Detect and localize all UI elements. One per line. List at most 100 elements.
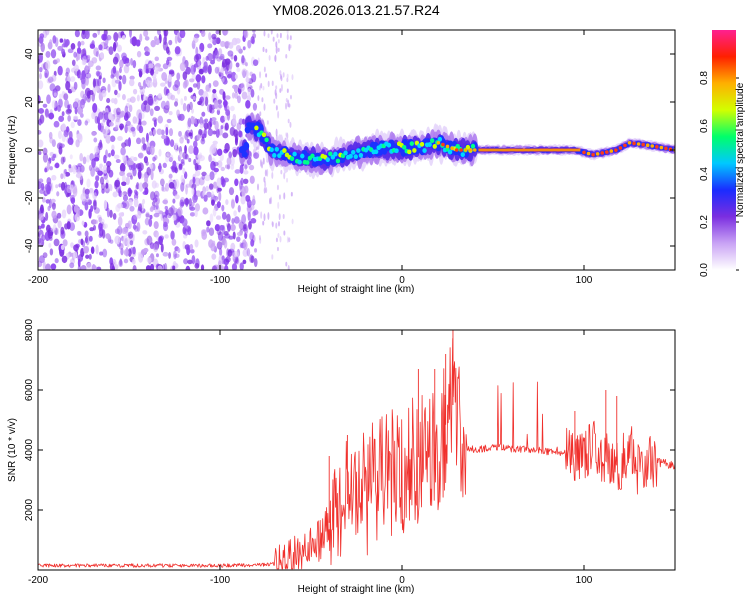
noise-speck: [285, 53, 288, 59]
noise-speck: [147, 95, 154, 106]
noise-speck: [42, 260, 46, 270]
noise-speck: [168, 154, 174, 163]
noise-speck: [93, 219, 99, 225]
snr-x-tick-label: 100: [576, 575, 593, 586]
ridge-blob: [386, 142, 392, 148]
noise-speck: [192, 116, 196, 124]
noise-speck: [137, 169, 142, 180]
noise-speck: [209, 103, 213, 114]
colorbar-ticks: 0.0 0.2 0.4 0.6 0.8: [699, 71, 739, 277]
noise-speck: [117, 135, 123, 142]
noise-speck: [178, 163, 183, 169]
noise-speck: [163, 30, 169, 37]
noise-speck: [232, 148, 238, 158]
ridge-peak: [604, 150, 609, 154]
noise-speck: [226, 164, 231, 170]
noise-speck: [189, 206, 196, 211]
ridge-peak: [468, 148, 473, 152]
noise-speck: [61, 111, 65, 117]
noise-speck: [165, 100, 170, 108]
ridge-blob: [409, 141, 415, 146]
noise-speck: [103, 199, 108, 210]
noise-speck: [182, 167, 186, 174]
noise-speck: [82, 156, 87, 165]
noise-speck: [275, 237, 278, 243]
ridge-blob: [447, 149, 453, 155]
noise-speck: [109, 262, 115, 270]
noise-speck: [289, 121, 292, 128]
noise-speck: [290, 191, 293, 197]
noise-speck: [50, 198, 56, 203]
noise-speck: [211, 117, 217, 122]
ridge-blob: [427, 142, 432, 147]
noise-speck: [252, 194, 256, 205]
noise-speck: [103, 112, 110, 121]
noise-speck: [46, 94, 51, 105]
noise-speck: [203, 61, 208, 71]
noise-speck: [72, 164, 77, 175]
noise-speck: [173, 250, 177, 260]
noise-speck: [282, 72, 285, 78]
noise-speck: [105, 233, 111, 240]
noise-speck: [179, 136, 184, 144]
noise-speck: [271, 80, 274, 87]
noise-speck: [220, 66, 224, 77]
noise-speck: [111, 77, 117, 88]
noise-speck: [76, 53, 81, 61]
noise-speck: [245, 77, 250, 83]
noise-speck: [123, 248, 129, 257]
noise-speck: [61, 123, 67, 132]
noise-speck: [132, 246, 136, 255]
noise-speck: [225, 199, 229, 206]
noise-speck: [47, 76, 54, 83]
noise-speck: [38, 225, 42, 230]
noise-speck: [210, 242, 216, 252]
noise-speck: [230, 156, 235, 166]
noise-speck: [77, 264, 82, 270]
snr-y-tick-label: 2000: [24, 498, 35, 521]
noise-speck: [121, 174, 126, 183]
noise-speck: [189, 249, 195, 254]
noise-speck: [45, 263, 51, 270]
noise-speck: [214, 120, 219, 131]
noise-speck: [39, 114, 45, 124]
noise-speck: [38, 80, 44, 90]
noise-speck: [153, 128, 157, 136]
noise-speck: [252, 30, 256, 33]
noise-speck: [93, 188, 99, 197]
noise-speck: [226, 73, 232, 79]
ridge-blob: [254, 125, 259, 131]
noise-speck: [153, 35, 158, 42]
noise-speck: [286, 34, 289, 41]
noise-speck: [188, 157, 192, 163]
ridge-blob: [272, 153, 277, 158]
noise-speck: [165, 209, 169, 216]
noise-speck: [238, 219, 243, 229]
noise-speck: [278, 194, 281, 200]
noise-speck: [258, 235, 261, 241]
ridge-blob: [358, 152, 364, 158]
noise-speck: [120, 247, 124, 256]
noise-speck: [287, 264, 290, 270]
ridge-peak: [450, 146, 454, 150]
noise-speck: [116, 225, 123, 235]
noise-speck: [45, 60, 51, 70]
noise-speck: [151, 180, 157, 189]
noise-speck: [168, 252, 171, 259]
noise-speck: [129, 156, 135, 161]
noise-speck: [200, 264, 205, 270]
spectrogram-y-label: Frequency (Hz): [7, 116, 18, 185]
noise-speck: [211, 191, 215, 198]
noise-speck: [106, 34, 112, 41]
noise-speck: [239, 262, 244, 270]
noise-speck: [165, 137, 171, 146]
noise-speck: [97, 142, 103, 151]
noise-speck: [137, 210, 142, 219]
noise-speck: [241, 55, 245, 64]
noise-speck: [262, 86, 265, 91]
noise-speck: [220, 125, 224, 130]
noise-speck: [92, 103, 98, 113]
noise-speck: [211, 117, 215, 125]
ridge-band: [243, 141, 250, 151]
noise-speck: [219, 88, 225, 95]
